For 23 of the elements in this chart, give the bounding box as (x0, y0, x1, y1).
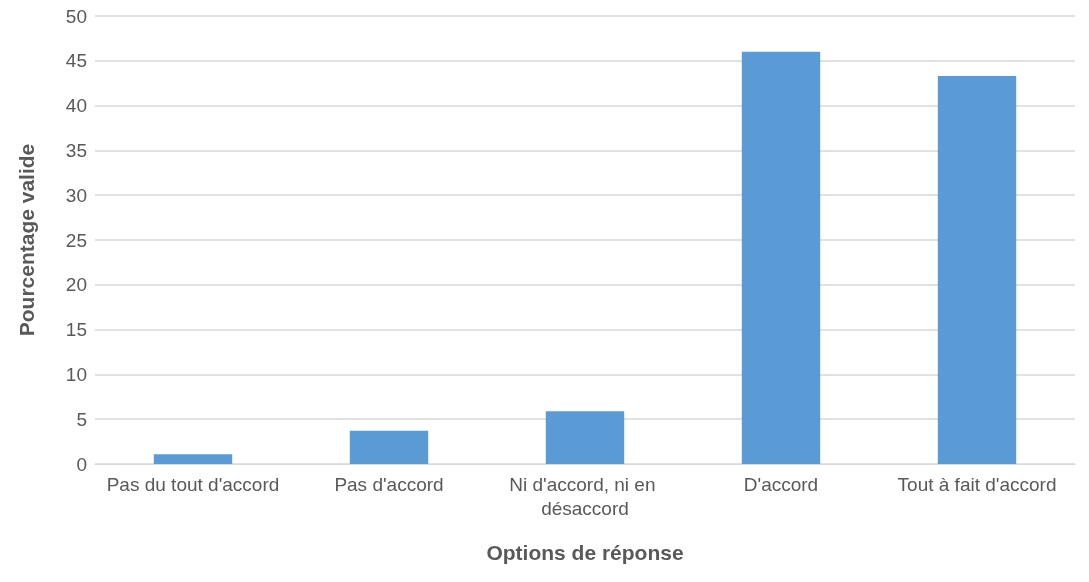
x-tick-label: Tout à fait d'accord (897, 473, 1057, 495)
y-tick-label: 50 (65, 5, 87, 27)
y-tick-label: 5 (76, 408, 87, 430)
x-tick-label: Pas d'accord (334, 473, 444, 495)
y-tick-label: 45 (65, 50, 87, 72)
y-tick-label: 25 (65, 229, 87, 251)
y-tick-label: 10 (65, 363, 87, 385)
y-tick-label: 15 (65, 319, 87, 341)
x-tick-label: D'accord (743, 473, 819, 495)
y-tick-label: 0 (76, 453, 87, 475)
bar (937, 76, 1017, 464)
y-tick-label: 40 (65, 95, 87, 117)
y-tick-label: 35 (65, 139, 87, 161)
bar (349, 430, 429, 464)
y-axis-title: Pourcentage valide (15, 143, 38, 337)
x-axis-title: Options de réponse (486, 541, 684, 564)
y-tick-label: 30 (65, 184, 87, 206)
x-tick-label: Ni d'accord, ni en désaccord (509, 473, 661, 519)
x-tick-label: Pas du tout d'accord (106, 473, 280, 495)
bar (153, 454, 233, 464)
y-tick-label: 20 (65, 274, 87, 296)
bar (741, 51, 821, 464)
bar (545, 411, 625, 464)
